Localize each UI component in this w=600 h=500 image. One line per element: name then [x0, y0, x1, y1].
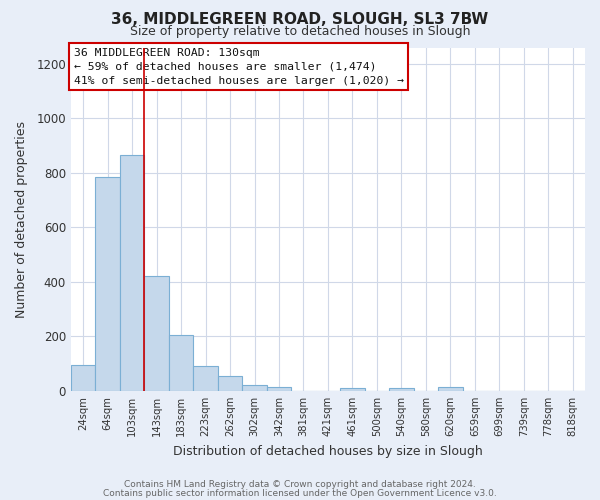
Bar [389, 388, 413, 391]
Bar [340, 388, 365, 391]
Y-axis label: Number of detached properties: Number of detached properties [15, 120, 28, 318]
Text: 36, MIDDLEGREEN ROAD, SLOUGH, SL3 7BW: 36, MIDDLEGREEN ROAD, SLOUGH, SL3 7BW [112, 12, 488, 28]
Bar [242, 385, 267, 391]
Bar [218, 376, 242, 391]
Bar [267, 388, 291, 391]
Text: Contains HM Land Registry data © Crown copyright and database right 2024.: Contains HM Land Registry data © Crown c… [124, 480, 476, 489]
Bar [169, 335, 193, 391]
Bar [120, 155, 145, 391]
Text: Contains public sector information licensed under the Open Government Licence v3: Contains public sector information licen… [103, 488, 497, 498]
Bar [193, 366, 218, 391]
Text: Size of property relative to detached houses in Slough: Size of property relative to detached ho… [130, 25, 470, 38]
Bar [145, 276, 169, 391]
Bar [438, 388, 463, 391]
Bar [71, 365, 95, 391]
Text: 36 MIDDLEGREEN ROAD: 130sqm
← 59% of detached houses are smaller (1,474)
41% of : 36 MIDDLEGREEN ROAD: 130sqm ← 59% of det… [74, 48, 404, 86]
X-axis label: Distribution of detached houses by size in Slough: Distribution of detached houses by size … [173, 444, 483, 458]
Bar [95, 177, 120, 391]
